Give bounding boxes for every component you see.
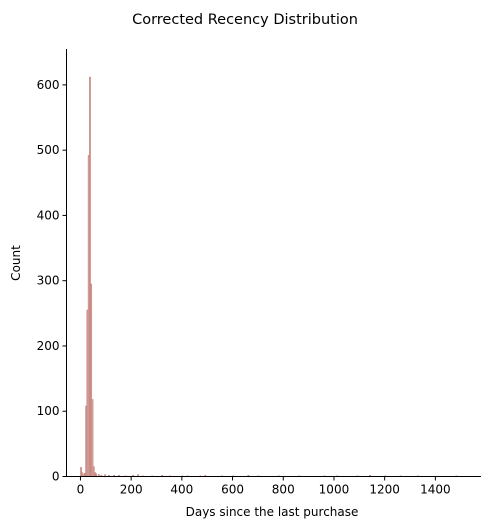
bars-group [80,77,456,476]
x-ticks-group: 0 200 400 600 800 1000 1200 1400 [77,477,451,497]
y-axis-label: Count [9,245,23,281]
chart-title: Corrected Recency Distribution [132,12,358,28]
y-ticks-group: 0 100 200 300 400 500 600 [37,78,67,484]
x-axis-label: Days since the last purchase [186,505,359,519]
x-tick-label: 200 [120,483,143,497]
y-tick-label: 500 [37,143,60,157]
x-tick-label: 0 [77,483,85,497]
x-tick-label: 400 [170,483,193,497]
x-tick-label: 1000 [319,483,350,497]
y-tick-label: 300 [37,274,60,288]
y-tick-label: 100 [37,404,60,418]
x-tick-label: 600 [221,483,244,497]
x-tick-label: 1200 [369,483,400,497]
y-tick-label: 400 [37,208,60,222]
y-tick-label: 0 [52,470,60,484]
y-tick-label: 200 [37,339,60,353]
histogram-bar [92,399,93,476]
x-tick-label: 800 [272,483,295,497]
x-tick-label: 1400 [420,483,451,497]
y-tick-label: 600 [37,78,60,92]
